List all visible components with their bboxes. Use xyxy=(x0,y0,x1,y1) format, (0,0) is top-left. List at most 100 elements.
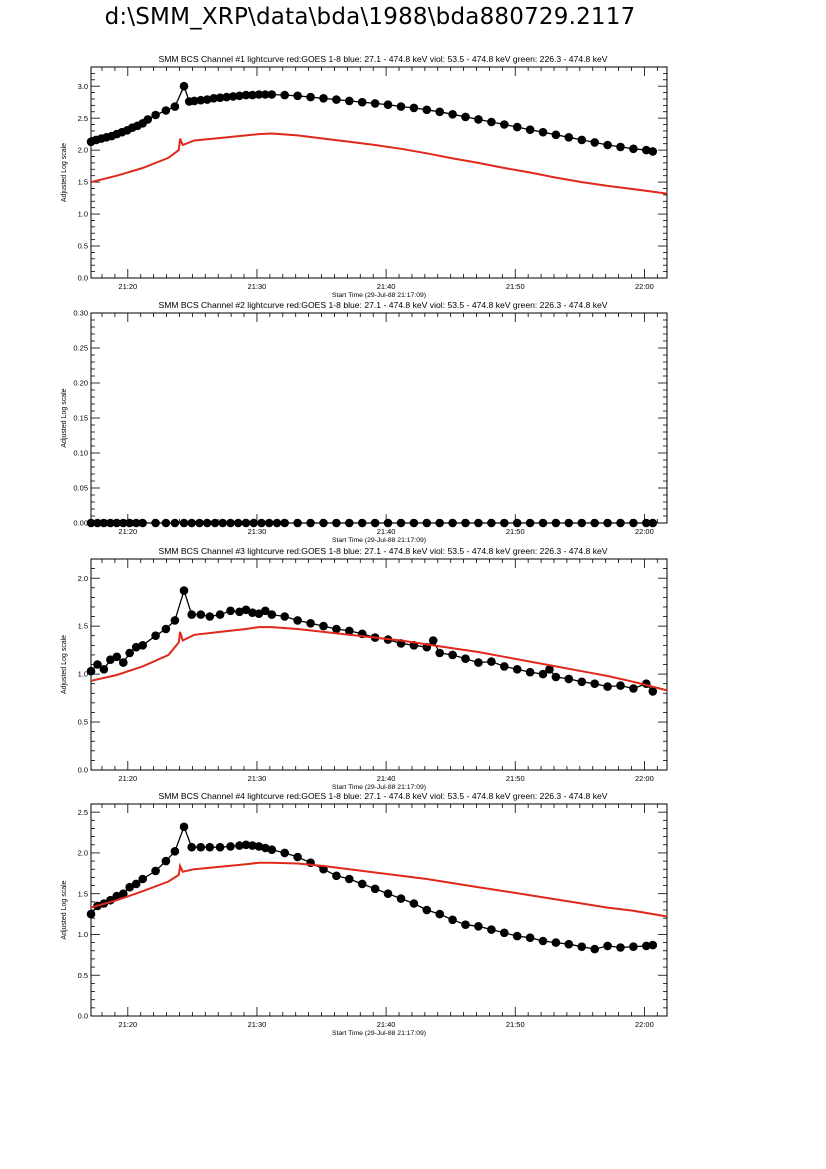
y-tick-label: 1.0 xyxy=(78,670,88,679)
bcs-point xyxy=(106,518,115,528)
bcs-point xyxy=(293,616,302,625)
bcs-point xyxy=(616,943,625,952)
bcs-point xyxy=(205,842,215,852)
bcs-point xyxy=(545,665,554,674)
x-tick-label: 22:00 xyxy=(635,282,654,291)
bcs-point xyxy=(474,518,483,528)
plot-frame xyxy=(90,66,668,279)
y-tick-label: 1.0 xyxy=(78,210,88,219)
chart-title: SMM BCS Channel #4 lightcurve red:GOES 1… xyxy=(158,791,607,801)
bcs-point xyxy=(648,518,658,528)
bcs-point xyxy=(500,662,509,671)
bcs-point xyxy=(272,518,282,528)
bcs-point xyxy=(170,847,180,856)
bcs-point xyxy=(319,621,328,631)
bcs-point xyxy=(226,518,235,528)
bcs-point xyxy=(106,655,115,664)
bcs-point xyxy=(248,90,257,100)
bcs-point xyxy=(590,679,599,688)
y-tick-label: 2.5 xyxy=(78,808,88,817)
bcs-point xyxy=(396,102,406,111)
bcs-point xyxy=(138,641,147,650)
bcs-point xyxy=(202,518,212,528)
bcs-line xyxy=(90,84,653,153)
bcs-point xyxy=(487,925,496,934)
bcs-point xyxy=(215,93,225,102)
bcs-point xyxy=(538,669,548,679)
bcs-point xyxy=(332,871,341,881)
bcs-point xyxy=(551,672,561,682)
bcs-point xyxy=(280,518,290,528)
bcs-point xyxy=(218,518,227,528)
bcs-point xyxy=(248,608,257,617)
y-tick-label: 1.5 xyxy=(78,889,88,898)
bcs-point xyxy=(474,115,483,124)
bcs-point xyxy=(209,94,218,103)
bcs-point xyxy=(222,92,231,102)
y-tick-label: 0.10 xyxy=(73,449,88,458)
bcs-point xyxy=(370,99,380,108)
bcs-point xyxy=(500,928,509,938)
bcs-point xyxy=(125,882,134,892)
bcs-point xyxy=(474,658,483,667)
y-tick-label: 2.0 xyxy=(78,849,88,858)
bcs-point xyxy=(235,607,244,617)
bcs-point xyxy=(448,110,457,119)
y-tick-label: 0.15 xyxy=(73,414,88,423)
y-tick-label: 0.0 xyxy=(78,274,88,283)
bcs-point xyxy=(435,648,445,658)
bcs-point xyxy=(512,665,522,674)
bcs-point xyxy=(179,518,189,528)
bcs-point xyxy=(235,841,244,850)
x-tick-label: 21:50 xyxy=(506,774,525,783)
bcs-point xyxy=(603,682,612,691)
plot-frame xyxy=(90,312,668,524)
bcs-point xyxy=(564,939,574,949)
bcs-point xyxy=(332,95,341,104)
bcs-point xyxy=(151,866,160,876)
bcs-point xyxy=(293,852,302,862)
y-axis-label: Adjusted Log scale xyxy=(61,388,68,447)
chart-panel-3: SMM BCS Channel #3 lightcurve red:GOES 1… xyxy=(61,546,668,791)
bcs-point xyxy=(187,518,196,528)
bcs-point xyxy=(461,112,470,122)
bcs-point xyxy=(99,665,109,674)
bcs-point xyxy=(577,677,587,687)
bcs-point xyxy=(151,518,160,528)
bcs-point xyxy=(125,518,134,528)
bcs-point xyxy=(319,518,328,528)
bcs-point xyxy=(396,518,406,528)
bcs-point xyxy=(190,96,199,106)
bcs-point xyxy=(170,616,180,625)
chart-title: SMM BCS Channel #3 lightcurve red:GOES 1… xyxy=(158,546,607,556)
bcs-point xyxy=(357,518,367,528)
plot-frame xyxy=(90,803,668,1017)
bcs-point xyxy=(616,142,625,152)
y-axis-label: Adjusted Log scale xyxy=(61,143,68,202)
y-axis-label: Adjusted Log scale xyxy=(61,880,68,939)
bcs-point xyxy=(215,610,225,619)
bcs-point xyxy=(603,518,612,528)
bcs-point xyxy=(648,147,658,156)
bcs-point xyxy=(383,889,393,898)
bcs-point xyxy=(306,619,315,628)
x-tick-label: 21:40 xyxy=(377,1020,396,1029)
bcs-point xyxy=(538,127,548,137)
bcs-point xyxy=(280,848,290,858)
bcs-point xyxy=(261,843,270,853)
bcs-point xyxy=(332,518,341,528)
bcs-point xyxy=(461,920,470,929)
bcs-point xyxy=(370,518,380,528)
bcs-point xyxy=(241,605,251,615)
y-axis-label: Adjusted Log scale xyxy=(61,635,68,694)
bcs-point xyxy=(512,518,522,528)
bcs-point xyxy=(616,518,625,528)
bcs-point xyxy=(151,631,160,640)
bcs-point xyxy=(170,102,180,111)
bcs-point xyxy=(577,518,587,528)
x-tick-label: 21:30 xyxy=(248,1020,267,1029)
bcs-point xyxy=(435,107,445,117)
bcs-point xyxy=(86,909,96,919)
bcs-point xyxy=(280,90,290,100)
